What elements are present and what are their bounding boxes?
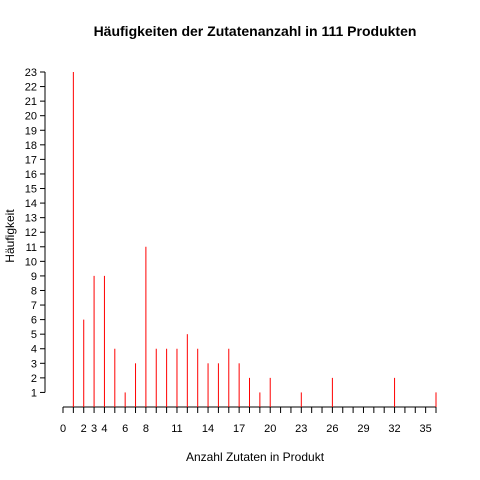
y-tick-label: 9 [31,271,37,283]
x-tick-label: 6 [122,423,128,435]
x-tick-label: 29 [357,423,369,435]
y-tick-label: 10 [25,256,37,268]
y-tick-label: 15 [25,184,37,196]
y-tick-label: 16 [25,169,37,181]
x-tick-label: 35 [420,423,432,435]
y-tick-label: 6 [31,315,37,327]
x-tick-label: 26 [326,423,338,435]
y-tick-label: 13 [25,213,37,225]
y-tick-label: 20 [25,111,37,123]
y-tick-label: 23 [25,67,37,79]
x-tick-label: 3 [91,423,97,435]
y-tick-label: 14 [25,198,37,210]
y-tick-label: 2 [31,373,37,385]
x-tick-label: 23 [295,423,307,435]
x-tick-label: 14 [202,423,214,435]
y-axis-label: Häufigkeit [3,209,17,263]
y-tick-label: 21 [25,96,37,108]
y-tick-label: 19 [25,125,37,137]
y-tick-label: 5 [31,329,37,341]
x-tick-label: 0 [60,423,66,435]
y-tick-label: 11 [26,242,37,254]
y-tick-label: 1 [31,387,37,399]
y-tick-label: 12 [25,227,37,239]
x-tick-label: 32 [388,423,400,435]
y-tick-label: 17 [25,154,37,166]
x-tick-label: 17 [233,423,245,435]
y-tick-label: 7 [31,300,37,312]
y-tick-label: 8 [31,285,37,297]
bars [72,72,437,407]
x-axis-label: Anzahl Zutaten in Produkt [186,450,325,464]
x-tick-label: 8 [143,423,149,435]
y-tick-label: 3 [31,358,37,370]
y-tick-label: 4 [31,344,37,356]
x-tick-label: 4 [101,423,107,435]
x-tick-label: 11 [171,423,182,435]
x-axis: 0 2 3 4 6 8 11 14 17 20 23 26 29 32 35 [60,406,437,435]
chart-title: Häufigkeiten der Zutatenanzahl in 111 Pr… [94,23,417,39]
x-tick-label: 20 [264,423,276,435]
y-tick-label: 22 [25,82,37,94]
y-tick-label: 18 [25,140,37,152]
x-tick-label: 2 [81,423,87,435]
